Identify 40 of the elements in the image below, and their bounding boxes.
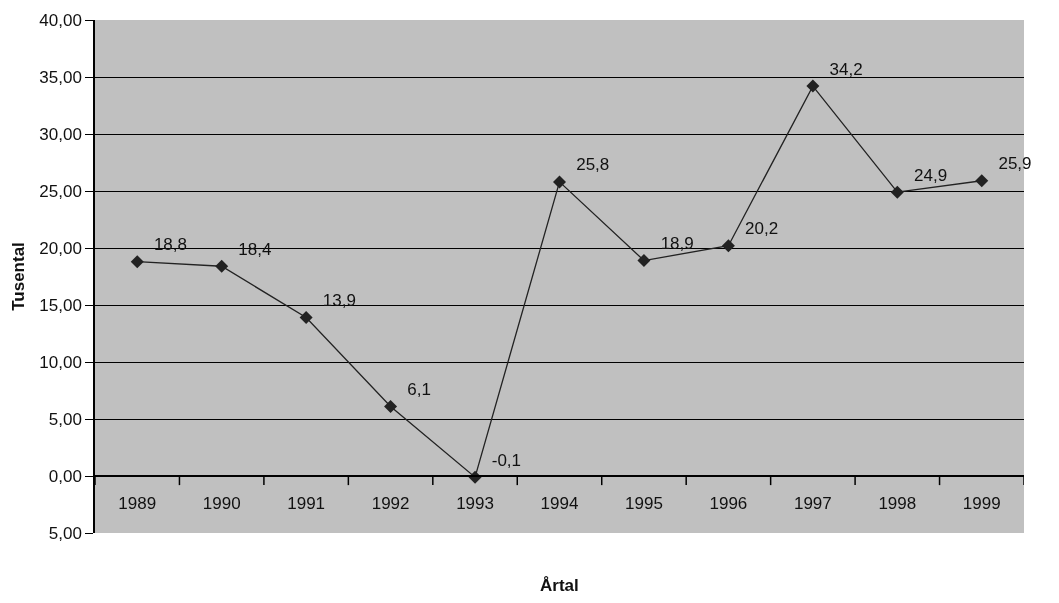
point bbox=[637, 254, 651, 268]
data-label: 6,1 bbox=[397, 379, 431, 399]
data-label: 25,9 bbox=[989, 154, 1032, 174]
point bbox=[975, 174, 989, 188]
x-tick-label: 1994 bbox=[540, 494, 579, 514]
x-tick-label: 1999 bbox=[962, 494, 1001, 514]
point bbox=[890, 185, 904, 199]
y-tick-label: 0,00 bbox=[48, 466, 82, 486]
y-tick-label: 40,00 bbox=[39, 10, 82, 30]
y-axis-title: Tusental bbox=[9, 242, 29, 311]
x-axis-title: Årtal bbox=[540, 576, 579, 595]
point bbox=[215, 259, 229, 273]
y-tick-label: 30,00 bbox=[39, 124, 82, 144]
y-tick-label: 5,00 bbox=[48, 409, 82, 429]
y-tick-label: 5,00 bbox=[48, 523, 82, 543]
point bbox=[130, 255, 144, 269]
x-tick-label: 1991 bbox=[287, 494, 326, 514]
x-tick-label: 1989 bbox=[118, 494, 157, 514]
point bbox=[806, 79, 820, 93]
point bbox=[553, 175, 566, 189]
data-label: 25,8 bbox=[566, 155, 610, 175]
x-tick-label: 1990 bbox=[202, 494, 241, 514]
x-tick-label: 1992 bbox=[371, 494, 410, 514]
y-tick-label: 25,00 bbox=[39, 181, 82, 201]
x-tick-label: 1997 bbox=[793, 494, 832, 514]
data-label: -0,1 bbox=[482, 450, 522, 470]
point bbox=[384, 399, 398, 413]
data-label: 34,2 bbox=[820, 59, 863, 79]
x-tick-label: 1993 bbox=[456, 494, 494, 514]
y-tick-label: 20,00 bbox=[39, 238, 82, 258]
data-label: 24,9 bbox=[904, 165, 948, 185]
y-tick-label: 15,00 bbox=[39, 295, 82, 315]
x-tick-label: 1998 bbox=[878, 494, 917, 514]
x-tick-label: 1996 bbox=[709, 494, 748, 514]
x-tick-label: 1995 bbox=[625, 494, 663, 514]
point bbox=[299, 311, 313, 325]
data-label: 20,2 bbox=[735, 219, 779, 239]
y-tick-label: 10,00 bbox=[39, 352, 82, 372]
point bbox=[721, 239, 735, 253]
y-tick-label: 35,00 bbox=[39, 67, 82, 87]
